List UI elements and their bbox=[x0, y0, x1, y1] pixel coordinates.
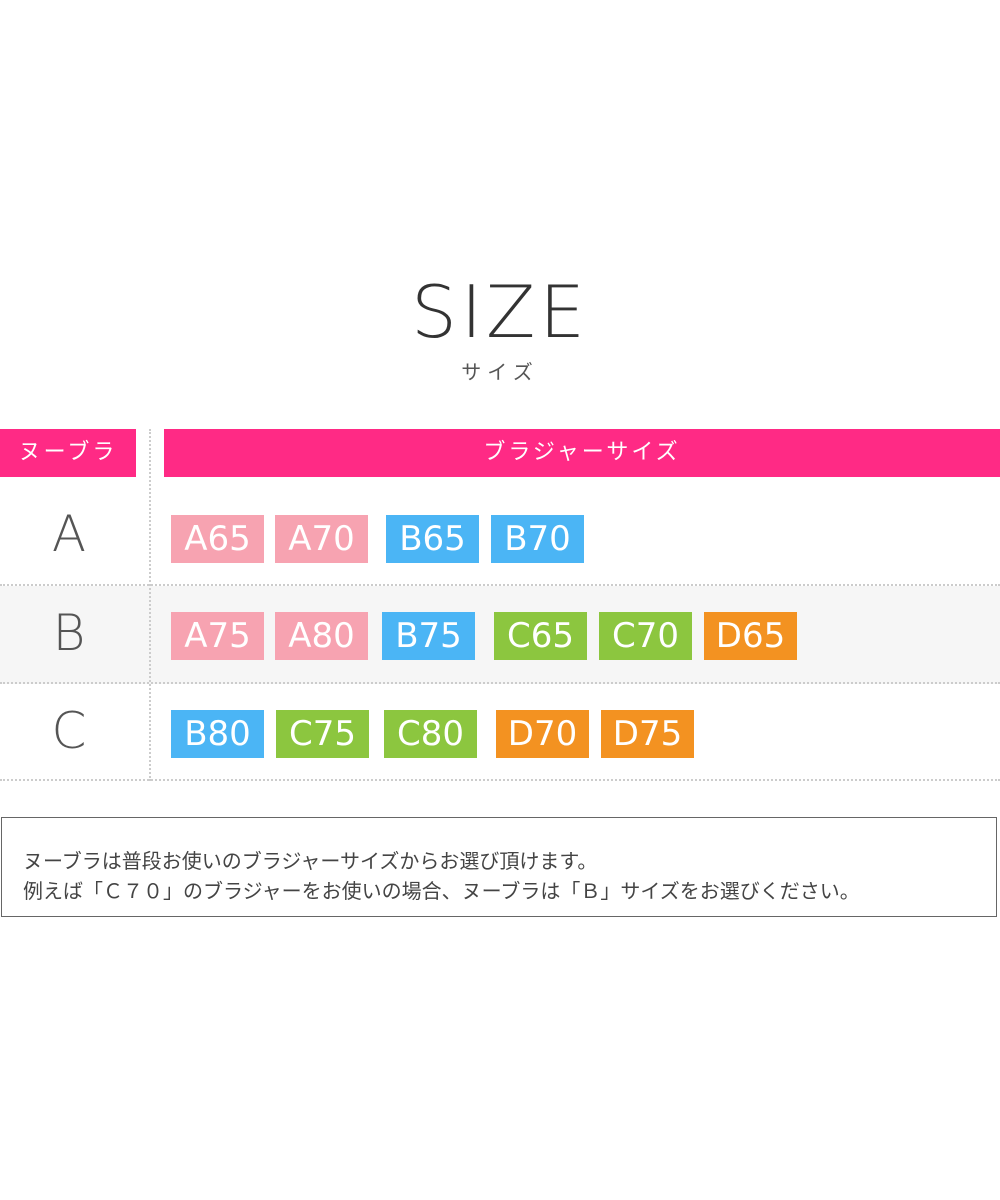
note-box: ヌーブラは普段お使いのブラジャーサイズからお選び頂けます。 例えば「Ｃ７０」のブ… bbox=[1, 817, 997, 917]
size-tag-c80: C80 bbox=[384, 710, 477, 758]
header-bra-size: ブラジャーサイズ bbox=[164, 429, 1000, 477]
size-tag-b75: B75 bbox=[382, 612, 475, 660]
size-tag-c65: C65 bbox=[494, 612, 587, 660]
row-label: C bbox=[51, 702, 87, 760]
size-tag-b80: B80 bbox=[171, 710, 264, 758]
size-tag-d65: D65 bbox=[704, 612, 797, 660]
column-divider bbox=[149, 429, 151, 781]
row-label: A bbox=[51, 505, 87, 563]
size-tag-b70: B70 bbox=[491, 515, 584, 563]
header-nubra: ヌーブラ bbox=[0, 429, 136, 477]
size-tag-d75: D75 bbox=[601, 710, 694, 758]
size-tag-d70: D70 bbox=[496, 710, 589, 758]
size-row-a: A bbox=[0, 487, 1000, 586]
page-title: SIZE bbox=[411, 270, 589, 354]
row-label: B bbox=[52, 604, 86, 662]
size-tag-a65: A65 bbox=[171, 515, 264, 563]
size-tag-a80: A80 bbox=[275, 612, 368, 660]
note-line-1: ヌーブラは普段お使いのブラジャーサイズからお選び頂けます。 bbox=[23, 849, 598, 873]
page-subtitle: サイズ bbox=[461, 360, 539, 384]
size-tag-c75: C75 bbox=[276, 710, 369, 758]
size-tag-b65: B65 bbox=[386, 515, 479, 563]
size-tag-c70: C70 bbox=[599, 612, 692, 660]
size-tag-a70: A70 bbox=[275, 515, 368, 563]
note-line-2: 例えば「Ｃ７０」のブラジャーをお使いの場合、ヌーブラは「Ｂ」サイズをお選びくださ… bbox=[23, 879, 860, 903]
size-tag-a75: A75 bbox=[171, 612, 264, 660]
